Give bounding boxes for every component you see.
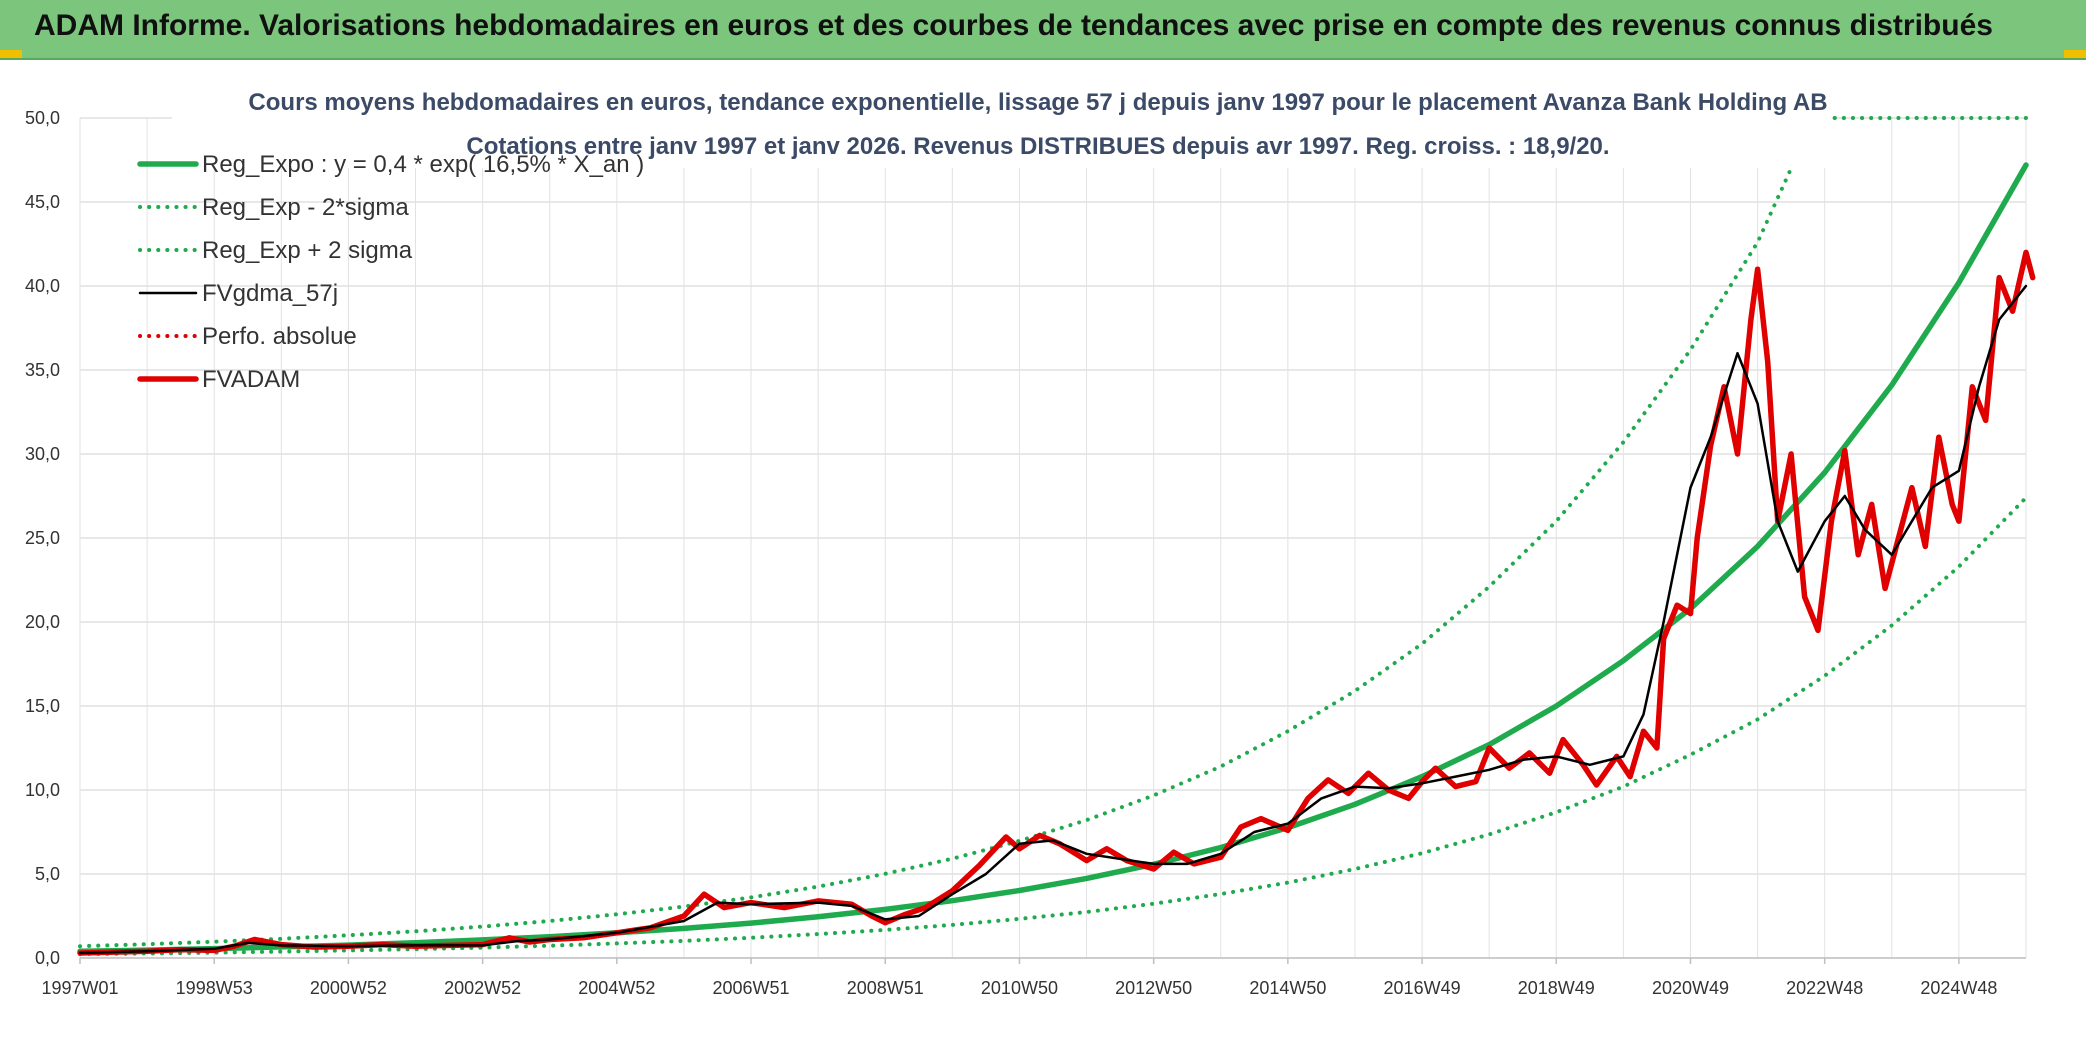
x-tick-label: 2006W51 bbox=[713, 978, 790, 998]
chart-legend: Reg_Expo : y = 0,4 * exp( 16,5% * X_an )… bbox=[137, 151, 644, 393]
title-backdrop bbox=[172, 88, 1832, 168]
legend-label: Reg_Expo : y = 0,4 * exp( 16,5% * X_an ) bbox=[202, 151, 644, 178]
chart-series bbox=[77, 116, 2036, 957]
x-tick-label: 2000W52 bbox=[310, 978, 387, 998]
y-tick-label: 20,0 bbox=[25, 612, 60, 632]
x-tick-label: 2014W50 bbox=[1249, 978, 1326, 998]
x-tick-label: 2018W49 bbox=[1518, 978, 1595, 998]
chart-axes: 0,0 5,0 10,0 15,0 20,0 25,0 30,0 35,0 40,0 45,0 50… bbox=[25, 108, 2026, 998]
x-tick-label: 1998W53 bbox=[176, 978, 253, 998]
y-tick-label: 50,0 bbox=[25, 108, 60, 128]
y-tick-label: 0,0 bbox=[35, 948, 60, 968]
y-tick-label: 5,0 bbox=[35, 864, 60, 884]
corner-mark-left bbox=[0, 50, 22, 58]
series-line-2 bbox=[78, 116, 2028, 949]
chart-title: Cours moyens hebdomadaires en euros, ten… bbox=[248, 89, 1827, 116]
y-tick-label: 15,0 bbox=[25, 696, 60, 716]
y-tick-label: 25,0 bbox=[25, 528, 60, 548]
x-tick-label: 2010W50 bbox=[981, 978, 1058, 998]
x-tick-label: 2002W52 bbox=[444, 978, 521, 998]
x-tick-label: 1997W01 bbox=[41, 978, 118, 998]
x-tick-label: 2004W52 bbox=[578, 978, 655, 998]
legend-label: FVADAM bbox=[202, 366, 300, 393]
corner-mark-right bbox=[2064, 50, 2086, 58]
legend-label: Reg_Exp - 2*sigma bbox=[202, 194, 409, 221]
price-chart: 0,0 5,0 10,0 15,0 20,0 25,0 30,0 35,0 40,0 45,0 50… bbox=[25, 88, 2036, 998]
y-tick-label: 10,0 bbox=[25, 780, 60, 800]
y-tick-label: 35,0 bbox=[25, 360, 60, 380]
legend-label: Perfo. absolue bbox=[202, 323, 357, 350]
y-tick-label: 45,0 bbox=[25, 192, 60, 212]
series-line-3 bbox=[78, 284, 2028, 955]
y-tick-label: 40,0 bbox=[25, 276, 60, 296]
x-tick-label: 2008W51 bbox=[847, 978, 924, 998]
x-tick-label: 2016W49 bbox=[1384, 978, 1461, 998]
x-tick-label: 2024W48 bbox=[1920, 978, 1997, 998]
x-tick-label: 2022W48 bbox=[1786, 978, 1863, 998]
series-line-1 bbox=[78, 495, 2028, 957]
x-tick-label: 2020W49 bbox=[1652, 978, 1729, 998]
report-banner: ADAM Informe. Valorisations hebdomadaire… bbox=[0, 0, 2086, 60]
x-tick-label: 2012W50 bbox=[1115, 978, 1192, 998]
series-line-0 bbox=[77, 162, 2029, 955]
legend-label: Reg_Exp + 2 sigma bbox=[202, 237, 413, 264]
report-title: ADAM Informe. Valorisations hebdomadaire… bbox=[34, 9, 1993, 42]
chart-subtitle: Cotations entre janv 1997 et janv 2026. … bbox=[466, 133, 1609, 160]
legend-label: FVgdma_57j bbox=[202, 280, 338, 307]
y-tick-label: 30,0 bbox=[25, 444, 60, 464]
